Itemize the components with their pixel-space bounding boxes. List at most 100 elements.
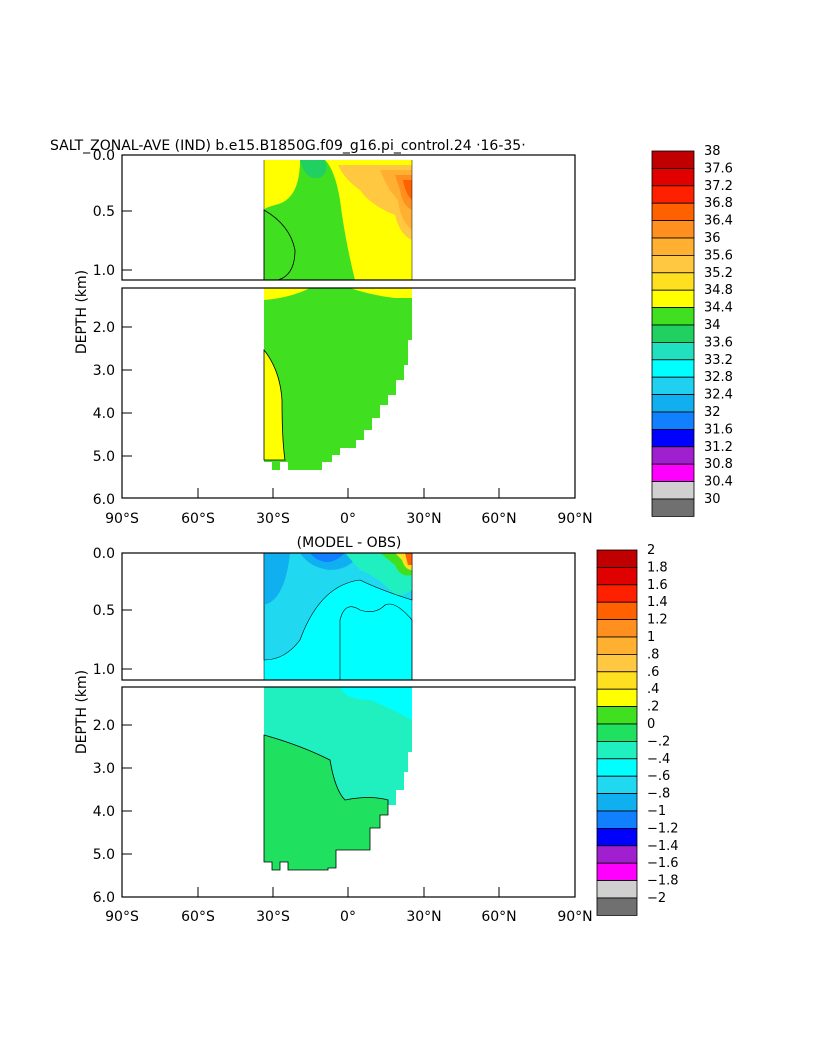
y-tick-label: 3.0: [93, 363, 115, 379]
colorbar: 21.81.61.41.21.8.6.4.20−.2−.4−.6−.8−1−1.…: [596, 543, 679, 916]
colorbar-swatch: [651, 272, 695, 291]
colorbar-label: 36: [704, 231, 721, 246]
colorbar-swatch: [651, 341, 695, 361]
field-lower: [263, 288, 412, 470]
y-tick-label: 6.0: [93, 890, 115, 906]
colorbar-label: 37.6: [704, 161, 733, 176]
colorbar-swatch: [651, 324, 695, 343]
y-tick-label: 2.0: [93, 320, 115, 336]
colorbar-label: −.2: [647, 734, 670, 749]
colorbar-swatch: [596, 828, 638, 847]
y-tick-label: 4.0: [93, 406, 115, 422]
colorbar-label: 37.2: [704, 179, 733, 194]
chart-title: (MODEL - OBS): [297, 535, 402, 551]
colorbar-swatch: [596, 845, 638, 864]
colorbar-label: 32: [704, 405, 721, 420]
colorbar-swatch: [596, 862, 638, 882]
panel-salinity: SALT_ZONAL-AVE (IND) b.e15.B1850G.f09_g1…: [50, 138, 733, 527]
colorbar-label: 35.6: [704, 248, 733, 263]
colorbar-label: 2: [647, 543, 655, 558]
colorbar-swatch: [596, 706, 638, 725]
colorbar-label: 34.8: [704, 283, 733, 298]
colorbar-swatch: [651, 220, 695, 239]
colorbar-swatch: [596, 636, 638, 655]
y-ticks-lower: 2.0 3.0 4.0 5.0 6.0: [93, 718, 132, 906]
colorbar-label: 34: [704, 318, 721, 333]
x-tick-label: 90°S: [105, 511, 139, 527]
y-tick-label: 1.0: [93, 662, 115, 678]
colorbar-swatch: [596, 758, 638, 777]
y-tick-label: 1.0: [93, 263, 115, 279]
y-ticks-lower: 2.0 3.0 4.0 5.0 6.0: [93, 320, 132, 508]
colorbar-label: −.6: [647, 769, 670, 784]
y-tick-label: 0.0: [93, 148, 115, 164]
colorbar-swatch: [651, 202, 695, 221]
x-tick-label: 30°S: [256, 511, 290, 527]
colorbar-swatch: [596, 584, 638, 603]
colorbar-label: −.4: [647, 752, 670, 767]
colorbar-swatch: [651, 411, 695, 430]
colorbar-label: 36.8: [704, 196, 733, 211]
y-tick-label: 0.0: [93, 546, 115, 562]
colorbar-label: 30: [704, 492, 721, 507]
colorbar-label: −2: [647, 891, 666, 906]
colorbar-label: −1.8: [647, 874, 679, 889]
colorbar-label: 35.2: [704, 266, 733, 281]
x-tick-label: 60°N: [481, 909, 516, 925]
colorbar-swatch: [596, 723, 638, 742]
colorbar-swatch: [651, 307, 695, 326]
colorbar-label: 36.4: [704, 214, 733, 229]
colorbar-swatch: [596, 601, 638, 621]
colorbar-swatch: [596, 619, 638, 638]
x-tick-label: 60°S: [181, 909, 215, 925]
colorbar-swatch: [651, 254, 695, 274]
colorbar-swatch: [651, 359, 695, 378]
colorbar-label: 1.2: [647, 613, 668, 628]
field-upper: [263, 160, 413, 281]
colorbar-swatch: [596, 897, 638, 916]
x-tick-label: 60°S: [181, 511, 215, 527]
x-ticks: 90°S 60°S 30°S 0° 30°N 60°N 90°N: [105, 488, 593, 527]
y-tick-label: 5.0: [93, 449, 115, 465]
y-tick-label: 0.5: [93, 603, 115, 619]
colorbar-swatch: [596, 810, 638, 829]
x-ticks: 90°S 60°S 30°S 0° 30°N 60°N 90°N: [105, 887, 593, 925]
colorbar-label: .4: [647, 682, 659, 697]
x-tick-label: 0°: [340, 909, 356, 925]
x-tick-label: 0°: [340, 511, 356, 527]
colorbar-swatch: [596, 549, 638, 568]
y-ticks-upper: 0.0 0.5 1.0: [93, 546, 132, 678]
y-tick-label: 6.0: [93, 492, 115, 508]
colorbar-label: −1.4: [647, 839, 679, 854]
colorbar-label: 33.6: [704, 335, 733, 350]
colorbar-swatch: [651, 376, 695, 396]
colorbar-swatch: [596, 741, 638, 760]
colorbar: 38 37.6 37.2 36.8 36.4 36 35.6 35.2 34.8 34.4 34 33…: [651, 144, 733, 517]
panel-difference: (MODEL - OBS) 0.0 0.5 1.: [74, 535, 679, 925]
x-tick-label: 60°N: [481, 511, 516, 527]
y-tick-label: 5.0: [93, 847, 115, 863]
colorbar-swatch: [651, 463, 695, 483]
colorbar-label: 31.6: [704, 422, 733, 437]
upper-frame: [121, 552, 576, 681]
colorbar-label: 1.6: [647, 578, 668, 593]
colorbar-swatch: [651, 237, 695, 256]
x-tick-label: 90°N: [557, 511, 592, 527]
colorbar-swatch: [596, 567, 638, 586]
colorbar-label: 38: [704, 144, 721, 159]
y-tick-label: 0.5: [93, 204, 115, 220]
colorbar-label: .2: [647, 700, 659, 715]
colorbar-label: −.8: [647, 787, 670, 802]
colorbar-swatch: [596, 793, 638, 812]
colorbar-swatch: [651, 150, 695, 169]
chart-title: SALT_ZONAL-AVE (IND) b.e15.B1850G.f09_g1…: [50, 138, 526, 154]
colorbar-label: 34.4: [704, 301, 733, 316]
colorbar-swatch: [651, 446, 695, 465]
y-ticks-upper: 0.0 0.5 1.0: [93, 148, 132, 279]
colorbar-label: .6: [647, 665, 659, 680]
colorbar-swatch: [651, 428, 695, 448]
x-tick-label: 30°N: [406, 511, 441, 527]
colorbar-swatch: [596, 654, 638, 673]
colorbar-label: 30.4: [704, 475, 733, 490]
colorbar-swatch: [651, 289, 695, 309]
